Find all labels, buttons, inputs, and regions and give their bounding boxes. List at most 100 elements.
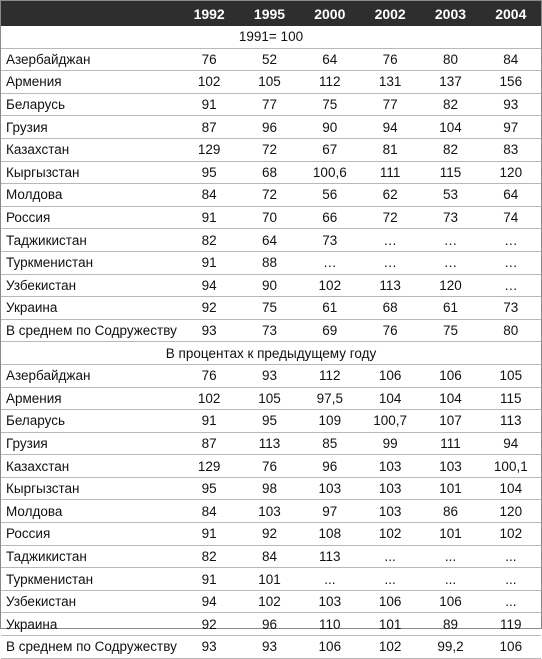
year-header: 2003 [420,1,481,26]
table-row: Грузия 87 113 85 99 111 94 [1,432,541,456]
value-cell: 120 [420,274,481,298]
value-cell: 106 [299,635,360,659]
header-row: 1992 1995 2000 2002 2003 2004 [1,1,541,26]
value-cell: 101 [420,477,481,501]
country-name: Азербайджан [1,48,179,72]
country-name: Узбекистан [1,590,179,614]
value-cell: 131 [359,70,421,94]
value-cell: 102 [359,635,421,659]
value-cell: 115 [420,161,481,185]
value-cell: 104 [480,477,541,501]
country-name: Беларусь [1,93,179,117]
value-cell: 106 [480,635,541,659]
value-cell: 119 [480,612,541,637]
value-cell: … [359,228,421,252]
value-cell: 77 [239,93,300,117]
country-name: Украина [1,612,179,637]
value-cell: ... [359,545,421,569]
value-cell: 156 [480,70,541,94]
value-cell: ... [480,545,541,569]
country-name: В среднем по Содружеству [1,635,179,659]
year-header: 1992 [179,1,240,26]
value-cell: 91 [179,409,240,433]
country-name: Россия [1,522,179,546]
value-cell: 73 [480,296,541,320]
value-cell: 76 [179,364,240,388]
value-cell: 95 [179,161,240,185]
value-cell: 91 [179,251,240,275]
value-cell: 93 [239,364,300,388]
value-cell: 90 [239,274,300,298]
table-row: Азербайджан 76 93 112 106 106 105 [1,364,541,388]
value-cell: 73 [239,319,300,343]
table-row: Россия 91 70 66 72 73 74 [1,206,541,230]
value-cell: 92 [179,296,240,320]
country-name: Таджикистан [1,545,179,569]
value-cell: 120 [480,499,541,524]
country-name: Россия [1,206,179,230]
value-cell: 84 [239,545,300,569]
value-cell: 70 [239,206,300,230]
value-cell: 76 [239,454,300,478]
value-cell: 53 [420,183,481,207]
value-cell: 103 [359,454,421,478]
value-cell: 87 [179,115,240,139]
country-name: Молдова [1,183,179,207]
value-cell: 96 [239,115,300,139]
value-cell: 85 [299,432,360,456]
value-cell: … [480,228,541,252]
value-cell: 105 [480,364,541,388]
section-header-row: 1991= 100 [1,26,541,49]
value-cell: 92 [179,612,240,637]
value-cell: 72 [359,206,421,230]
table-row: Кыргызстан 95 68 100,6 111 115 120 [1,161,541,185]
country-name: В среднем по Содружеству [1,319,179,343]
value-cell: 94 [359,115,421,139]
value-cell: 92 [239,522,300,546]
value-cell: 62 [359,183,421,207]
value-cell: 68 [239,161,300,185]
value-cell: 64 [239,228,300,252]
table-row: Казахстан 129 72 67 81 82 83 [1,138,541,162]
value-cell: 87 [179,432,240,456]
value-cell: 104 [420,387,481,411]
value-cell: 102 [239,590,300,614]
value-cell: 96 [299,454,360,478]
table-body: 1991= 100 Азербайджан 76 52 64 76 80 84 Армения 1… [1,26,541,659]
table-row: Узбекистан 94 90 102 113 120… [1,274,541,298]
value-cell: 103 [359,499,421,524]
value-cell: 120 [480,161,541,185]
value-cell: 105 [239,70,300,94]
value-cell: 91 [179,93,240,117]
value-cell: 100,6 [299,161,360,185]
value-cell: 84 [179,499,240,524]
value-cell: 73 [299,228,360,252]
table-row: Таджикистан 82 64 73……… [1,228,541,252]
table-row: Украина 92 96 110 101 89 119 [1,612,541,637]
table-row: Армения 102 105 112 131 137 156 [1,70,541,94]
value-cell: 98 [239,477,300,501]
value-cell: ... [420,567,481,591]
value-cell: 113 [480,409,541,433]
value-cell: 102 [359,522,421,546]
value-cell: 91 [179,567,240,591]
value-cell: ... [480,590,541,614]
value-cell: … [480,274,541,298]
table-row: Таджикистан 82 84 113......... [1,545,541,569]
value-cell: 66 [299,206,360,230]
header-blank-cell [1,1,179,26]
table-row: Молдова 84 103 97 103 86 120 [1,499,541,524]
table-row: В среднем по Содружеству 93 73 69 76 75 80 [1,319,541,343]
table-row: В среднем по Содружеству 93 93 106 102 99,2 10… [1,635,541,659]
country-name: Азербайджан [1,364,179,388]
value-cell: 52 [239,48,300,72]
value-cell: 100,1 [480,454,541,478]
country-name: Туркменистан [1,251,179,275]
value-cell: 81 [359,138,421,162]
value-cell: … [299,251,360,275]
value-cell: 111 [420,432,481,456]
value-cell: 61 [420,296,481,320]
value-cell: 106 [359,364,421,388]
value-cell: 76 [179,48,240,72]
value-cell: 104 [420,115,481,139]
